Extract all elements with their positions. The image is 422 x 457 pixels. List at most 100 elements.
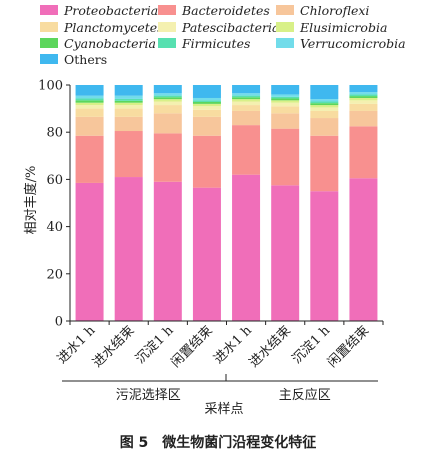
bar-segment-planctomycetes-2 [114, 108, 143, 117]
bar-segment-others-4 [192, 85, 221, 98]
legend-label-patescibacteria: Patescibacteria [181, 20, 279, 35]
bar-segment-proteobacteria-8 [349, 178, 378, 321]
bar-segment-verrucomicrobia-5 [232, 93, 261, 96]
legend-swatch-planctomycetes [40, 22, 58, 32]
bar-segment-cyanobacteria-7 [310, 103, 339, 106]
bar-segment-chloroflexi-7 [310, 118, 339, 136]
bar-segment-cyanobacteria-4 [192, 101, 221, 104]
bar-segment-firmicutes-1 [75, 98, 104, 101]
bar-segment-planctomycetes-6 [271, 106, 300, 114]
y-axis: 0 20 40 60 80 100 [38, 79, 71, 330]
y-axis-label: 相对丰度/% [23, 166, 39, 235]
bar-segment-others-6 [271, 85, 300, 95]
x-tick-label: 闲置结束 [325, 323, 372, 370]
bar-segment-others-8 [349, 85, 378, 93]
bar-segment-chloroflexi-3 [153, 113, 182, 134]
bar-segment-verrucomicrobia-3 [153, 93, 182, 96]
bar-segment-planctomycetes-5 [232, 105, 261, 111]
bar-segment-elusimicrobia-8 [349, 97, 378, 101]
y-tick-label: 60 [46, 173, 63, 188]
bar-segment-patescibacteria-2 [114, 105, 143, 109]
x-tick-label: 闲置结束 [168, 323, 215, 370]
bar-segment-patescibacteria-5 [232, 101, 261, 106]
bar-segment-verrucomicrobia-1 [75, 95, 104, 99]
bar-segment-firmicutes-3 [153, 95, 182, 98]
bar-segment-planctomycetes-8 [349, 103, 378, 111]
y-tick-label: 100 [38, 79, 63, 94]
bar-segment-cyanobacteria-2 [114, 100, 143, 103]
bar-segment-others-2 [114, 85, 143, 96]
bar-segment-planctomycetes-3 [153, 105, 182, 114]
bar-segment-bacteroidetes-7 [310, 135, 339, 192]
legend-swatch-chloroflexi [276, 5, 294, 15]
legend-label-planctomycetes: Planctomycetes [63, 20, 164, 35]
figure-caption: 图 5 微生物菌门沿程变化特征 [120, 434, 317, 451]
bar-segment-bacteroidetes-6 [271, 128, 300, 186]
bar-segment-others-5 [232, 85, 261, 94]
bar-segment-bacteroidetes-1 [75, 135, 104, 183]
x-tick-label: 进水结束 [90, 323, 137, 370]
bar-segment-cyanobacteria-8 [349, 96, 378, 98]
legend-label-proteobacteria: Proteobacteria [63, 3, 158, 18]
bar-segment-others-7 [310, 85, 339, 100]
bar-segment-firmicutes-8 [349, 94, 378, 97]
bar-segment-elusimicrobia-1 [75, 102, 104, 106]
bar-segment-patescibacteria-6 [271, 102, 300, 107]
legend-swatch-elusimicrobia [276, 22, 294, 32]
bar-segment-patescibacteria-3 [153, 101, 182, 106]
bar-segment-cyanobacteria-5 [232, 97, 261, 100]
bar-segment-proteobacteria-5 [232, 174, 261, 321]
x-axis-label: 采样点 [204, 402, 243, 417]
group-label: 主反应区 [279, 387, 331, 403]
bar-segment-chloroflexi-4 [192, 116, 221, 136]
legend-label-firmicutes: Firmicutes [181, 36, 250, 51]
bar-segment-bacteroidetes-8 [349, 126, 378, 179]
bar-segment-firmicutes-5 [232, 95, 261, 98]
bar-segment-bacteroidetes-5 [232, 125, 261, 175]
bar-segment-bacteroidetes-3 [153, 133, 182, 182]
legend-label-verrucomicrobia: Verrucomicrobia [300, 36, 406, 51]
plot-area [75, 85, 378, 321]
bar-segment-proteobacteria-6 [271, 185, 300, 321]
bar-segment-proteobacteria-1 [75, 182, 104, 321]
legend-label-elusimicrobia: Elusimicrobia [299, 20, 387, 35]
bar-segment-verrucomicrobia-8 [349, 92, 378, 95]
bar-segment-chloroflexi-5 [232, 110, 261, 126]
bar-segment-elusimicrobia-3 [153, 99, 182, 102]
y-tick-label: 20 [46, 267, 63, 282]
legend-swatch-proteobacteria [40, 5, 58, 15]
bar-segment-verrucomicrobia-2 [114, 95, 143, 99]
bar-segment-patescibacteria-8 [349, 100, 378, 104]
bar-segment-others-1 [75, 85, 104, 96]
legend-swatch-verrucomicrobia [276, 38, 294, 48]
legend-swatch-cyanobacteria [40, 38, 58, 48]
legend-label-others: Others [64, 52, 107, 67]
bar-segment-verrucomicrobia-7 [310, 99, 339, 102]
bar-segment-elusimicrobia-2 [114, 102, 143, 106]
bar-segment-patescibacteria-1 [75, 105, 104, 109]
bar-segment-verrucomicrobia-4 [192, 97, 221, 101]
legend-swatch-firmicutes [158, 38, 176, 48]
bar-segment-patescibacteria-7 [310, 107, 339, 111]
bar-segment-planctomycetes-7 [310, 110, 339, 119]
legend-swatch-bacteroidetes [158, 5, 176, 15]
bar-segment-proteobacteria-7 [310, 191, 339, 321]
x-tick-label: 进水结束 [247, 323, 294, 370]
bar-segment-verrucomicrobia-6 [271, 94, 300, 97]
bar-segment-planctomycetes-4 [192, 109, 221, 117]
bar-segment-chloroflexi-6 [271, 113, 300, 129]
bar-segment-proteobacteria-2 [114, 177, 143, 321]
bar-segment-firmicutes-7 [310, 101, 339, 104]
bar-segment-cyanobacteria-3 [153, 97, 182, 100]
legend-swatch-others [40, 54, 58, 64]
group-label: 污泥选择区 [116, 388, 181, 403]
bar-segment-planctomycetes-1 [75, 108, 104, 117]
bar-segment-cyanobacteria-1 [75, 100, 104, 103]
bar-segment-cyanobacteria-6 [271, 98, 300, 101]
bar-segment-proteobacteria-3 [153, 181, 182, 321]
bar-segment-bacteroidetes-2 [114, 131, 143, 178]
legend-label-chloroflexi: Chloroflexi [300, 3, 369, 18]
y-tick-label: 40 [46, 220, 63, 235]
